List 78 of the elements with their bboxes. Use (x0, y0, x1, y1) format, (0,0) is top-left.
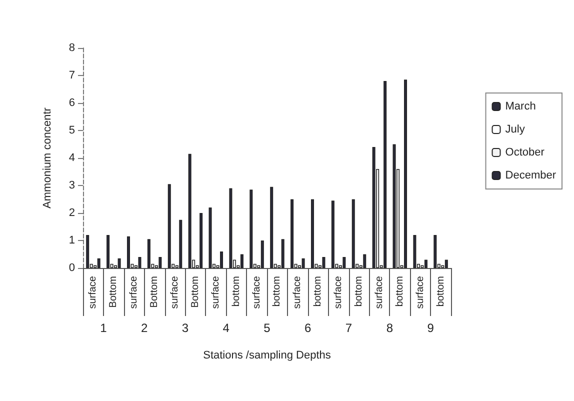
y-tick-label: 5 (68, 124, 75, 136)
bar (260, 240, 264, 268)
text: 2 (140, 321, 148, 335)
bar (434, 235, 437, 268)
bar (290, 199, 294, 268)
x-tick-label: surface (251, 276, 262, 309)
bar (413, 235, 416, 268)
bar (188, 154, 192, 268)
y-tick-label: 3 (68, 180, 75, 192)
text: 4 (222, 321, 230, 335)
x-tick-label: Bottom (190, 276, 201, 308)
bar (179, 220, 182, 268)
bar (404, 80, 408, 268)
x-tick-label: surface (414, 276, 426, 309)
y-tick-label: 4 (68, 152, 75, 164)
x-tick-label: bottom (394, 276, 406, 307)
legend-label: October (505, 146, 545, 158)
y-tick-label: 7 (68, 70, 75, 82)
bar (106, 235, 110, 268)
x-tick-label: bottom (354, 276, 364, 307)
x-tick-label: bottom (312, 276, 324, 307)
bar (363, 254, 366, 268)
bar (424, 260, 428, 268)
bar (342, 257, 346, 268)
legend-label: March (505, 100, 536, 112)
bar (126, 236, 130, 268)
x-tick-label: surface (374, 276, 385, 309)
bar (310, 199, 314, 268)
bar (331, 200, 334, 268)
text: 6 (304, 321, 312, 335)
text: 7 (345, 321, 352, 335)
bar (86, 235, 90, 268)
text: 8 (386, 321, 394, 335)
y-tick-label: 1 (68, 234, 75, 246)
bar (158, 257, 162, 268)
legend-label: December (505, 170, 556, 182)
bar (384, 81, 387, 268)
x-tick-label: surface (88, 276, 99, 309)
bar (147, 239, 150, 268)
bar (168, 184, 171, 268)
bar (118, 258, 121, 268)
legend-label: July (505, 124, 526, 136)
x-tick-label: surface (292, 276, 304, 309)
bar (97, 258, 100, 268)
x-tick-label: surface (128, 276, 140, 309)
bar (240, 254, 244, 268)
x-tick-label: bottom (272, 276, 283, 307)
bar (372, 147, 376, 268)
x-tick-label: surface (333, 276, 344, 309)
bar (208, 208, 212, 268)
y-tick-label: 6 (68, 97, 75, 109)
x-tick-label: surface (170, 276, 180, 309)
x-tick-label: bottom (435, 276, 446, 307)
text: 3 (182, 321, 189, 335)
y-tick-label: 0 (68, 262, 75, 274)
x-tick-label: Bottom (108, 276, 120, 308)
y-tick-label: 8 (68, 42, 75, 54)
y-tick-label: 2 (68, 207, 75, 219)
bar (302, 258, 305, 268)
bar (444, 260, 448, 268)
text: 5 (264, 321, 271, 335)
x-tick-label: Bottom (149, 276, 160, 308)
bar (250, 190, 253, 268)
bar (220, 252, 224, 268)
bar (229, 188, 232, 268)
bar (270, 186, 274, 268)
y-axis-title: Ammonium concentr (42, 107, 54, 208)
bar (352, 199, 355, 268)
text: 9 (427, 321, 434, 335)
x-tick-label: surface (210, 276, 222, 309)
text: 1 (100, 321, 108, 335)
bar (200, 213, 203, 268)
bar (138, 257, 142, 268)
bar (392, 144, 396, 268)
x-tick-label: bottom (230, 276, 242, 307)
bar (281, 239, 284, 268)
bar (322, 257, 326, 268)
x-axis-title: Stations /sampling Depths (203, 350, 332, 362)
